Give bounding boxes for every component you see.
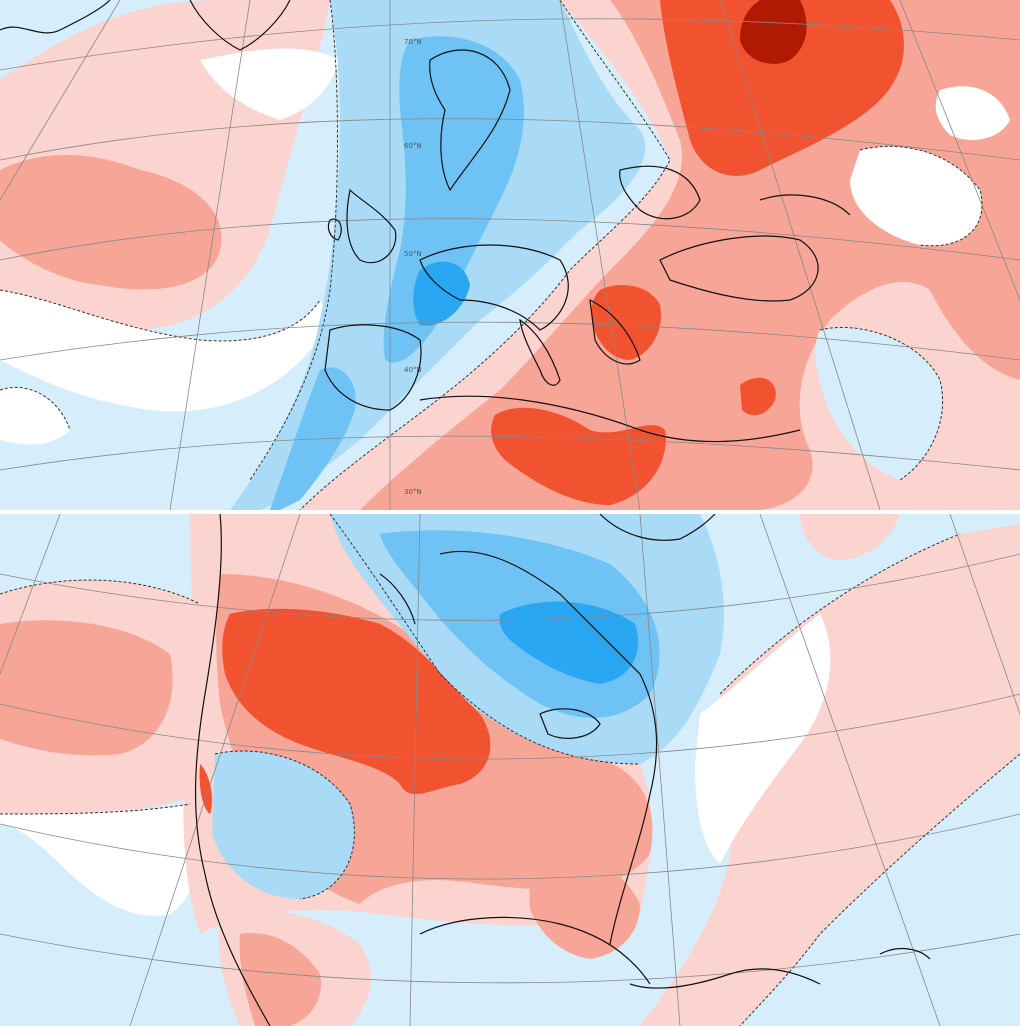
west-us-strong-warm-zone xyxy=(222,608,491,795)
mexico-warm-strip xyxy=(239,933,321,1026)
iberia-cold-strip xyxy=(270,367,356,510)
north-america-coastlines xyxy=(194,514,931,1026)
europe-anomaly-panel: 70°N 60°N 50°N 40°N 30°N xyxy=(0,0,1020,510)
north-america-anomaly-contours xyxy=(0,514,1020,1026)
europe-coastlines xyxy=(0,0,851,443)
atlantic-neutral-patch xyxy=(0,387,70,445)
canada-strong-cold-zone xyxy=(499,601,639,684)
pacific-warm-zone xyxy=(0,620,173,756)
europe-map-svg: 70°N 60°N 50°N 40°N 30°N xyxy=(0,0,1020,510)
lat-label-60: 60°N xyxy=(404,142,422,150)
north-neutral-strip xyxy=(200,48,340,120)
balkans-strong-warm-zone xyxy=(591,285,661,360)
lat-label-40: 40°N xyxy=(404,366,422,374)
west-europe-strong-cold-zone xyxy=(413,261,470,326)
middle-east-strong-warm-zone xyxy=(740,377,776,416)
california-strong-warm-zone xyxy=(199,764,212,814)
north-america-map-svg xyxy=(0,514,1020,1026)
east-warm-zone xyxy=(360,0,1020,510)
atlantic-neutral-band xyxy=(0,290,330,412)
lat-label-70: 70°N xyxy=(404,38,422,46)
lat-label-30: 30°N xyxy=(404,488,422,496)
pacific-neutral-band xyxy=(0,804,201,916)
north-africa-strong-warm-zone xyxy=(491,407,666,505)
north-america-graticule xyxy=(0,514,1020,1026)
europe-graticule xyxy=(0,0,1020,510)
north-america-anomaly-panel xyxy=(0,514,1020,1026)
east-neutral-patch xyxy=(850,146,982,246)
great-basin-mild-cold-zone xyxy=(212,751,355,899)
russia-extreme-warm-zone xyxy=(740,0,807,64)
northeast-pacific-warm-patch xyxy=(800,514,900,560)
europe-anomaly-contours xyxy=(0,0,983,510)
russia-strong-warm-zone xyxy=(660,0,904,176)
lat-label-50: 50°N xyxy=(404,250,422,258)
east-slight-cold-patch xyxy=(815,327,943,480)
east-neutral-patch-2 xyxy=(935,86,1010,140)
atlantic-slight-warm-band xyxy=(640,524,1020,1026)
atlantic-warm-zone xyxy=(0,155,222,290)
atlantic-neutral-band xyxy=(695,614,831,864)
panel-divider xyxy=(0,510,1020,514)
